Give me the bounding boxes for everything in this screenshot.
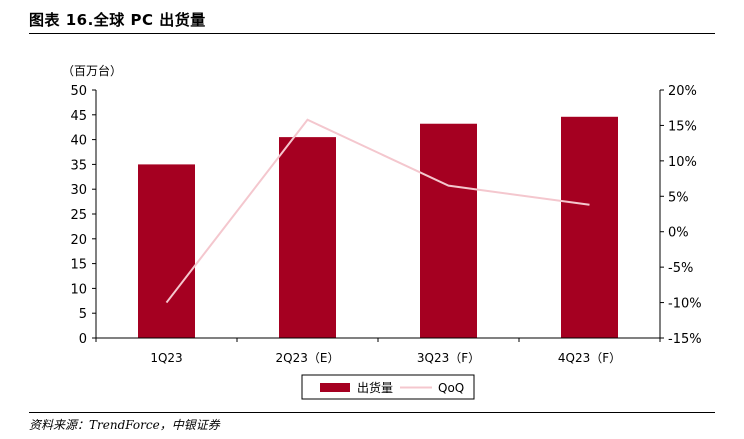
- figure-title: 图表 16.全球 PC 出货量: [29, 11, 206, 29]
- y-left-tick-label: 50: [70, 84, 87, 99]
- y-left-tick-label: 40: [70, 134, 87, 149]
- y-right-tick-label: -15%: [668, 332, 702, 347]
- y-right-tick-label: 15%: [668, 119, 697, 134]
- y-right-tick-label: 20%: [668, 84, 697, 99]
- bar: [279, 137, 336, 338]
- x-tick-label: 1Q23: [150, 351, 182, 365]
- legend-label-shipments: 出货量: [357, 380, 393, 395]
- x-tick-label: 3Q23（F）: [417, 351, 480, 365]
- y-right-tick-label: 5%: [668, 190, 689, 205]
- bar: [420, 123, 477, 338]
- x-tick-label: 2Q23（E）: [276, 351, 340, 365]
- y-left-axis-label: （百万台）: [62, 63, 122, 78]
- title-rule: [29, 33, 715, 34]
- bar: [561, 116, 618, 338]
- bar-series: [138, 116, 618, 338]
- source-rule: [29, 412, 715, 413]
- y-left-tick-label: 10: [70, 282, 87, 297]
- y-left-tick-label: 0: [79, 332, 87, 347]
- y-left-tick-label: 15: [70, 258, 87, 273]
- y-right-tick-label: 0%: [668, 226, 689, 241]
- qoq-line: [165, 118, 590, 304]
- y-right-tick-label: -10%: [668, 297, 702, 312]
- y-left-tick-label: 20: [70, 233, 87, 248]
- legend-swatch-shipments: [320, 383, 350, 392]
- x-axis: 1Q23 2Q23（E） 3Q23（F） 4Q23（F）: [95, 337, 661, 365]
- source-note: 资料来源：TrendForce，中银证券: [29, 418, 220, 432]
- y-right-tick-label: 10%: [668, 155, 697, 170]
- line-series: [165, 118, 590, 304]
- y-left-tick-label: 25: [70, 208, 87, 223]
- y-right-axis: -15% -10% -5% 0% 5% 10% 15% 20%: [659, 84, 702, 347]
- legend: 出货量 QoQ: [301, 374, 475, 400]
- y-right-tick-label: -5%: [668, 261, 693, 276]
- y-left-tick-label: 35: [70, 158, 87, 173]
- y-left-tick-label: 30: [70, 183, 87, 198]
- legend-label-qoq: QoQ: [438, 381, 464, 395]
- bar: [138, 164, 195, 338]
- y-left-tick-label: 45: [70, 109, 87, 124]
- y-left-axis: 0 5 10 15 20 25 30 35 40 45 50: [70, 84, 97, 347]
- x-tick-label: 4Q23（F）: [558, 351, 621, 365]
- y-left-tick-label: 5: [79, 307, 87, 322]
